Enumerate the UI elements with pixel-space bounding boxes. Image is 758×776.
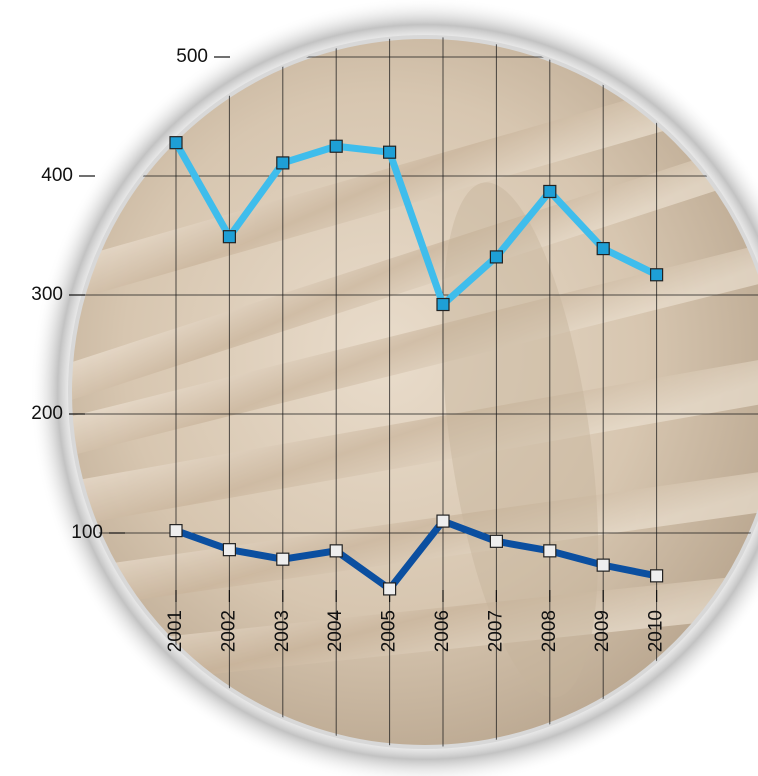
data-point (169, 136, 183, 150)
data-point (276, 156, 290, 170)
x-tick-label: 2002 (218, 610, 239, 652)
data-point (436, 297, 450, 312)
x-tick-label: 2008 (539, 610, 560, 652)
data-point (169, 524, 183, 538)
y-tick-label: 500 (176, 46, 208, 67)
data-point (436, 514, 450, 528)
y-tick-label: 100 (71, 522, 103, 543)
data-point (383, 145, 397, 159)
y-tick-label: 300 (31, 284, 63, 305)
data-point (596, 558, 610, 572)
x-tick-label: 2006 (432, 610, 453, 652)
data-point (543, 544, 557, 558)
y-tick-label: 200 (31, 403, 63, 424)
series-line (174, 517, 658, 593)
series-line (172, 140, 659, 309)
x-tick-label: 2003 (272, 610, 293, 652)
data-point (543, 184, 557, 199)
lens-rim (68, 35, 758, 749)
data-point (649, 569, 664, 583)
x-tick-label: 2007 (485, 610, 506, 652)
data-point (596, 241, 610, 256)
data-point (276, 552, 290, 566)
data-point (489, 250, 503, 264)
data-point (222, 230, 236, 244)
background-photo (70, 37, 758, 747)
data-point (329, 544, 343, 558)
x-tick-label: 2005 (379, 610, 400, 652)
data-point (489, 534, 503, 548)
x-tick-label: 2004 (325, 610, 346, 653)
data-point (329, 139, 343, 153)
x-tick-label: 2009 (592, 610, 613, 652)
data-point (222, 543, 236, 557)
x-tick-label: 2001 (165, 610, 186, 652)
y-tick-label: 400 (41, 165, 73, 186)
data-point (649, 268, 664, 282)
x-tick-label: 2010 (646, 610, 667, 652)
data-point (383, 582, 397, 596)
